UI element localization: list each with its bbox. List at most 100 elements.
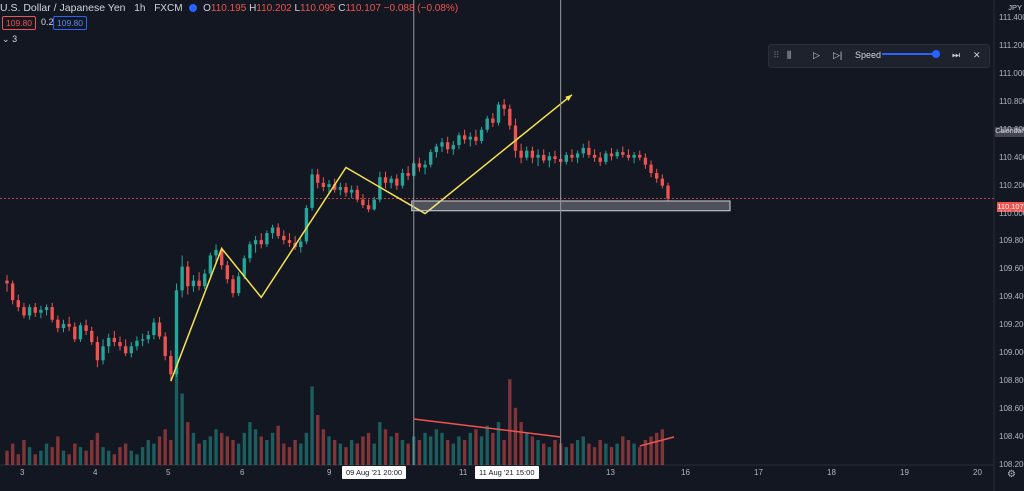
candle-body[interactable] — [536, 154, 540, 158]
candle-body[interactable] — [163, 336, 167, 357]
candle-body[interactable] — [440, 142, 444, 147]
candle-body[interactable] — [203, 273, 207, 287]
candle-body[interactable] — [146, 335, 150, 340]
candle-body[interactable] — [445, 142, 450, 150]
candle-body[interactable] — [553, 156, 557, 160]
candle-body[interactable] — [519, 150, 523, 158]
candle-body[interactable] — [525, 150, 529, 158]
gear-icon[interactable]: ⚙ — [1007, 469, 1016, 480]
candle-body[interactable] — [265, 233, 269, 245]
candle-body[interactable] — [22, 307, 26, 316]
candle-body[interactable] — [287, 240, 292, 243]
candle-body[interactable] — [95, 342, 100, 361]
candle-body[interactable] — [61, 323, 66, 329]
candle-body[interactable] — [231, 279, 235, 294]
play-icon[interactable]: ▷ — [813, 50, 820, 60]
candle-body[interactable] — [406, 173, 410, 176]
candle-body[interactable] — [135, 340, 139, 347]
candle-body[interactable] — [468, 136, 472, 140]
candle-body[interactable] — [655, 173, 659, 179]
candle-body[interactable] — [84, 325, 88, 331]
candle-body[interactable] — [496, 104, 501, 123]
calendar-tag[interactable]: Calendar — [995, 127, 1024, 137]
candle-body[interactable] — [107, 337, 111, 347]
candle-body[interactable] — [270, 227, 275, 234]
jump-to-realtime-icon[interactable]: ⏭ — [952, 50, 961, 60]
speed-slider-track[interactable] — [882, 53, 937, 55]
candle-body[interactable] — [5, 280, 9, 284]
candle-body[interactable] — [304, 207, 309, 242]
candle-body[interactable] — [417, 163, 422, 168]
candle-body[interactable] — [67, 323, 71, 327]
candle-body[interactable] — [78, 325, 83, 340]
candle-body[interactable] — [208, 255, 213, 274]
candle-body[interactable] — [10, 283, 15, 301]
candle-body[interactable] — [491, 118, 495, 123]
candle-body[interactable] — [39, 309, 43, 313]
candle-body[interactable] — [592, 154, 597, 158]
candle-body[interactable] — [609, 153, 614, 157]
candle-body[interactable] — [259, 240, 263, 245]
candle-body[interactable] — [502, 104, 506, 109]
interval-label[interactable]: 1h — [134, 3, 146, 14]
candle-body[interactable] — [643, 157, 648, 165]
candle-body[interactable] — [344, 187, 348, 193]
candle-body[interactable] — [220, 249, 224, 266]
candle-body[interactable] — [174, 290, 179, 375]
candle-body[interactable] — [649, 164, 653, 174]
zigzag-drawing[interactable] — [170, 94, 573, 382]
candle-body[interactable] — [152, 322, 156, 336]
candle-body[interactable] — [383, 177, 388, 183]
candle-body[interactable] — [400, 173, 405, 186]
candle-body[interactable] — [236, 276, 241, 294]
candle-body[interactable] — [626, 154, 631, 158]
candle-body[interactable] — [118, 342, 122, 347]
candle-body[interactable] — [44, 307, 49, 310]
candle-body[interactable] — [123, 346, 128, 354]
candle-body[interactable] — [157, 322, 162, 337]
candle-body[interactable] — [451, 145, 455, 150]
candle-body[interactable] — [56, 319, 60, 329]
candle-body[interactable] — [361, 199, 365, 206]
candle-body[interactable] — [547, 156, 552, 161]
candle-body[interactable] — [140, 339, 145, 341]
candle-body[interactable] — [191, 280, 196, 287]
candle-body[interactable] — [378, 177, 382, 200]
candle-body[interactable] — [129, 346, 133, 354]
candle-body[interactable] — [16, 300, 20, 308]
candle-body[interactable] — [248, 244, 252, 259]
candle-body[interactable] — [660, 178, 665, 186]
candle-body[interactable] — [253, 240, 258, 245]
candle-body[interactable] — [457, 135, 461, 146]
candle-body[interactable] — [632, 154, 636, 158]
candle-body[interactable] — [666, 185, 670, 199]
candle-body[interactable] — [242, 258, 246, 277]
candle-body[interactable] — [462, 135, 467, 140]
candle-body[interactable] — [349, 189, 354, 193]
candle-body[interactable] — [508, 108, 512, 126]
step-forward-icon[interactable]: ▷| — [833, 50, 843, 60]
candle-body[interactable] — [434, 146, 439, 153]
candle-body[interactable] — [423, 164, 427, 168]
currency-unit-label[interactable]: JPY — [1008, 3, 1022, 12]
candle-body[interactable] — [197, 280, 201, 287]
candle-body[interactable] — [332, 184, 337, 190]
drag-handle-icon[interactable]: ⠿ — [773, 50, 780, 60]
candle-body[interactable] — [581, 147, 585, 154]
candle-body[interactable] — [474, 136, 478, 141]
candle-body[interactable] — [101, 346, 105, 361]
candle-body[interactable] — [225, 265, 230, 280]
candle-body[interactable] — [542, 154, 546, 161]
candle-body[interactable] — [530, 150, 535, 158]
candle-body[interactable] — [27, 307, 32, 316]
candle-body[interactable] — [73, 326, 77, 340]
candle-body[interactable] — [638, 154, 642, 158]
candle-body[interactable] — [338, 187, 343, 190]
candle-body[interactable] — [621, 152, 625, 155]
buy-button[interactable]: 109.80 — [53, 16, 87, 30]
volume-trendline[interactable] — [639, 436, 675, 447]
candle-body[interactable] — [389, 178, 393, 183]
candle-body[interactable] — [479, 129, 484, 141]
candle-body[interactable] — [214, 249, 218, 256]
